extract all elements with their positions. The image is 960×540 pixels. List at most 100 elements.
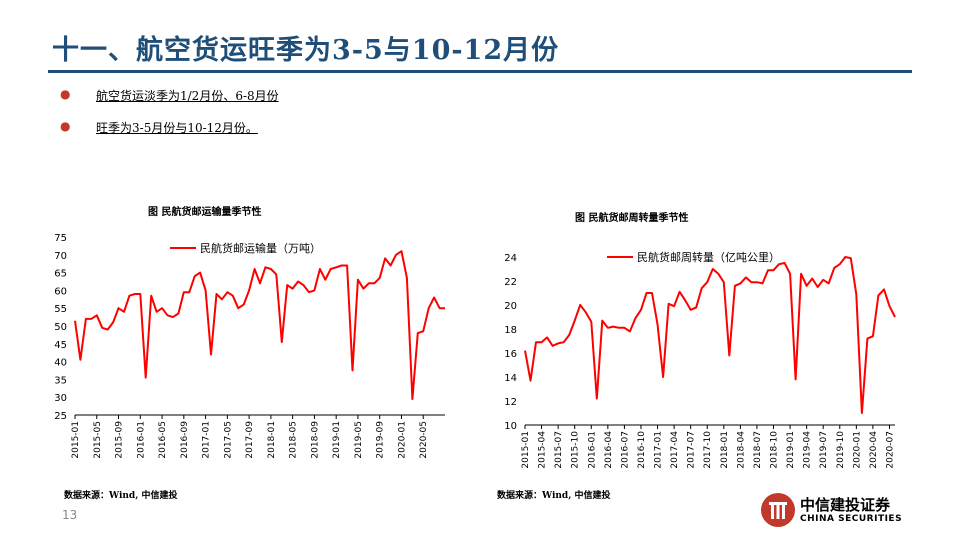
x-tick-label: 2015-07 <box>554 431 564 469</box>
data-point <box>177 313 179 315</box>
chart-freight-volume: 图 民航货邮运输量季节性 25 30 35 40 45 50 55 60 65 70 75 2015-0… <box>54 205 445 459</box>
data-point <box>673 305 675 307</box>
data-point <box>684 299 686 301</box>
data-point <box>215 293 217 295</box>
logo-name-en: CHINA SECURITIES <box>800 514 903 524</box>
data-point <box>308 291 310 293</box>
data-point <box>723 281 725 283</box>
data-point <box>789 273 791 275</box>
data-point <box>590 321 592 323</box>
data-point <box>210 353 212 355</box>
x-tick-label: 2017-04 <box>670 431 680 469</box>
data-point <box>756 281 758 283</box>
data-point <box>563 341 565 343</box>
data-point <box>717 273 719 275</box>
data-point <box>335 266 337 268</box>
y-tick-label: 50 <box>54 322 67 333</box>
data-point <box>123 311 125 313</box>
data-point <box>607 327 609 329</box>
data-point <box>828 282 830 284</box>
data-point <box>188 291 190 293</box>
x-tick-label: 2019-10 <box>836 431 846 469</box>
data-point <box>226 291 228 293</box>
series-line <box>524 256 896 414</box>
data-point <box>640 309 642 311</box>
y-tick-label: 22 <box>504 277 517 288</box>
y-tick-label: 70 <box>54 251 67 262</box>
data-point <box>362 288 364 290</box>
x-tick-label: 2017-01 <box>202 421 212 459</box>
data-point <box>205 289 207 291</box>
data-point <box>728 354 730 356</box>
data-point <box>773 269 775 271</box>
data-point <box>596 398 598 400</box>
data-point <box>134 293 136 295</box>
y-tick-label: 75 <box>54 233 67 244</box>
chart-source-1: 数据来源：Wind, 中信建投 <box>64 491 178 501</box>
company-logo: 中信建投证券 CHINA SECURITIES <box>760 492 920 528</box>
x-tick-label: 2015-09 <box>115 421 125 459</box>
x-tick-label: 2017-05 <box>223 421 233 459</box>
data-point <box>811 278 813 280</box>
data-point <box>750 281 752 283</box>
x-tick-label: 2019-04 <box>803 431 813 469</box>
data-point <box>822 279 824 281</box>
data-point <box>243 304 245 306</box>
data-point <box>601 320 603 322</box>
data-point <box>85 318 87 320</box>
data-point <box>112 321 114 323</box>
data-point <box>439 307 441 309</box>
data-point <box>341 264 343 266</box>
bullet-text-1: 航空货运淡季为1/2月份、6-8月份 <box>96 89 279 103</box>
data-point <box>352 370 354 372</box>
y-tick-label: 30 <box>54 393 67 404</box>
data-point <box>221 298 223 300</box>
x-tick-label: 2020-04 <box>869 431 879 469</box>
data-point <box>411 398 413 400</box>
data-point <box>237 307 239 309</box>
data-point <box>324 279 326 281</box>
data-point <box>183 291 185 293</box>
x-tick-label: 2019-09 <box>376 421 386 459</box>
y-tick-label: 45 <box>54 340 67 351</box>
y-tick-label: 55 <box>54 304 67 315</box>
y-tick-label: 25 <box>54 411 67 422</box>
bullet-text-2: 旺季为3-5月份与10-12月份。 <box>96 121 258 135</box>
data-point <box>784 262 786 264</box>
x-tick-label: 2015-05 <box>93 421 103 459</box>
page-title: 十一、航空货运旺季为3-5与10-12月份 <box>52 35 560 66</box>
data-point <box>872 335 874 337</box>
data-point <box>286 284 288 286</box>
y-tick-label: 14 <box>504 373 517 384</box>
data-point <box>270 268 272 270</box>
data-point <box>706 281 708 283</box>
x-tick-label: 2016-07 <box>620 431 630 469</box>
data-point <box>861 412 863 414</box>
x-tick-label: 2017-09 <box>245 421 255 459</box>
x-tick-label: 2016-05 <box>158 421 168 459</box>
data-point <box>259 282 261 284</box>
legend-label: 民航货邮运输量（万吨） <box>200 241 321 255</box>
data-point <box>530 380 532 382</box>
x-tick-label: 2020-07 <box>885 431 895 469</box>
data-point <box>668 303 670 305</box>
data-point <box>74 320 76 322</box>
data-point <box>535 341 537 343</box>
x-tick-label: 2019-07 <box>819 431 829 469</box>
data-point <box>645 292 647 294</box>
data-point <box>651 292 653 294</box>
x-tick-label: 2016-10 <box>637 431 647 469</box>
data-point <box>657 323 659 325</box>
y-tick-label: 40 <box>54 358 67 369</box>
bullet-icon: ● <box>60 119 71 133</box>
x-tick-label: 2015-01 <box>521 431 531 469</box>
data-point <box>357 279 359 281</box>
data-point <box>172 316 174 318</box>
data-point <box>585 311 587 313</box>
data-point <box>541 341 543 343</box>
chart-freight-turnover: 图 民航货邮周转量季节性 10 12 14 16 18 20 22 24 2015-01 2015-… <box>504 211 896 469</box>
data-point <box>118 307 120 309</box>
data-point <box>232 295 234 297</box>
y-tick-label: 35 <box>54 375 67 386</box>
data-point <box>806 285 808 287</box>
